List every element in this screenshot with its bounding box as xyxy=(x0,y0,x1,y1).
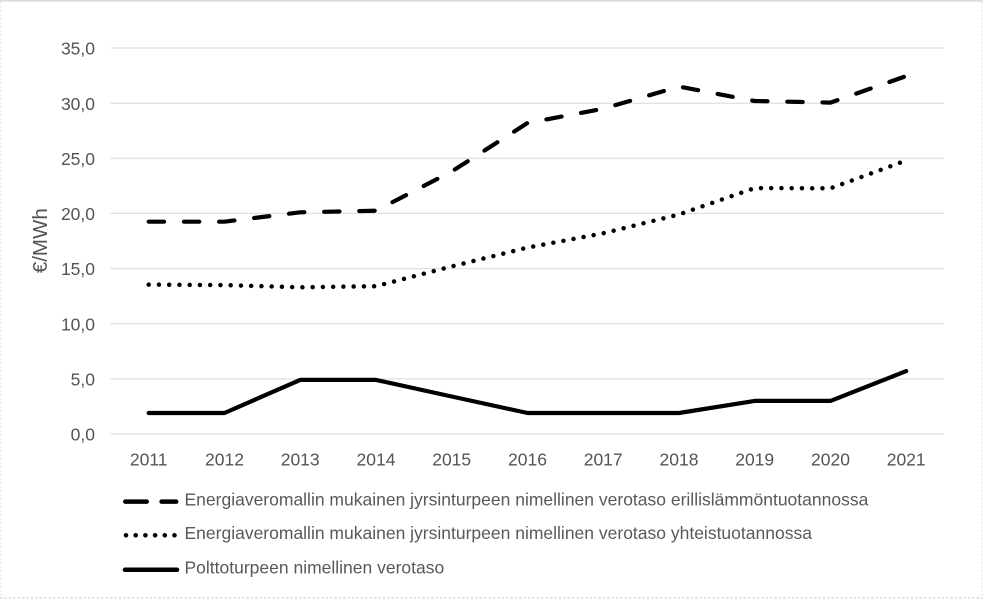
svg-text:15,0: 15,0 xyxy=(61,259,95,279)
svg-text:Energiaveromallin mukainen jyr: Energiaveromallin mukainen jyrsinturpeen… xyxy=(185,489,869,509)
svg-text:2017: 2017 xyxy=(584,449,623,469)
svg-text:2015: 2015 xyxy=(432,449,471,469)
svg-text:20,0: 20,0 xyxy=(61,204,95,224)
svg-text:2020: 2020 xyxy=(811,449,850,469)
svg-text:Polttoturpeen nimellinen verot: Polttoturpeen nimellinen verotaso xyxy=(185,558,445,578)
svg-text:30,0: 30,0 xyxy=(61,94,95,114)
svg-text:0,0: 0,0 xyxy=(71,425,96,445)
svg-text:2019: 2019 xyxy=(735,449,774,469)
svg-text:2012: 2012 xyxy=(205,449,244,469)
svg-text:2016: 2016 xyxy=(508,449,547,469)
svg-text:2021: 2021 xyxy=(887,449,926,469)
svg-text:Energiaveromallin mukainen jyr: Energiaveromallin mukainen jyrsinturpeen… xyxy=(185,523,813,543)
svg-text:2011: 2011 xyxy=(130,449,168,469)
svg-text:€/MWh: €/MWh xyxy=(29,208,52,273)
svg-text:25,0: 25,0 xyxy=(61,149,95,169)
svg-text:10,0: 10,0 xyxy=(61,314,95,334)
svg-text:2014: 2014 xyxy=(357,449,396,469)
svg-text:35,0: 35,0 xyxy=(61,39,95,59)
svg-text:2018: 2018 xyxy=(660,449,699,469)
svg-text:2013: 2013 xyxy=(281,449,320,469)
svg-text:5,0: 5,0 xyxy=(71,370,96,390)
